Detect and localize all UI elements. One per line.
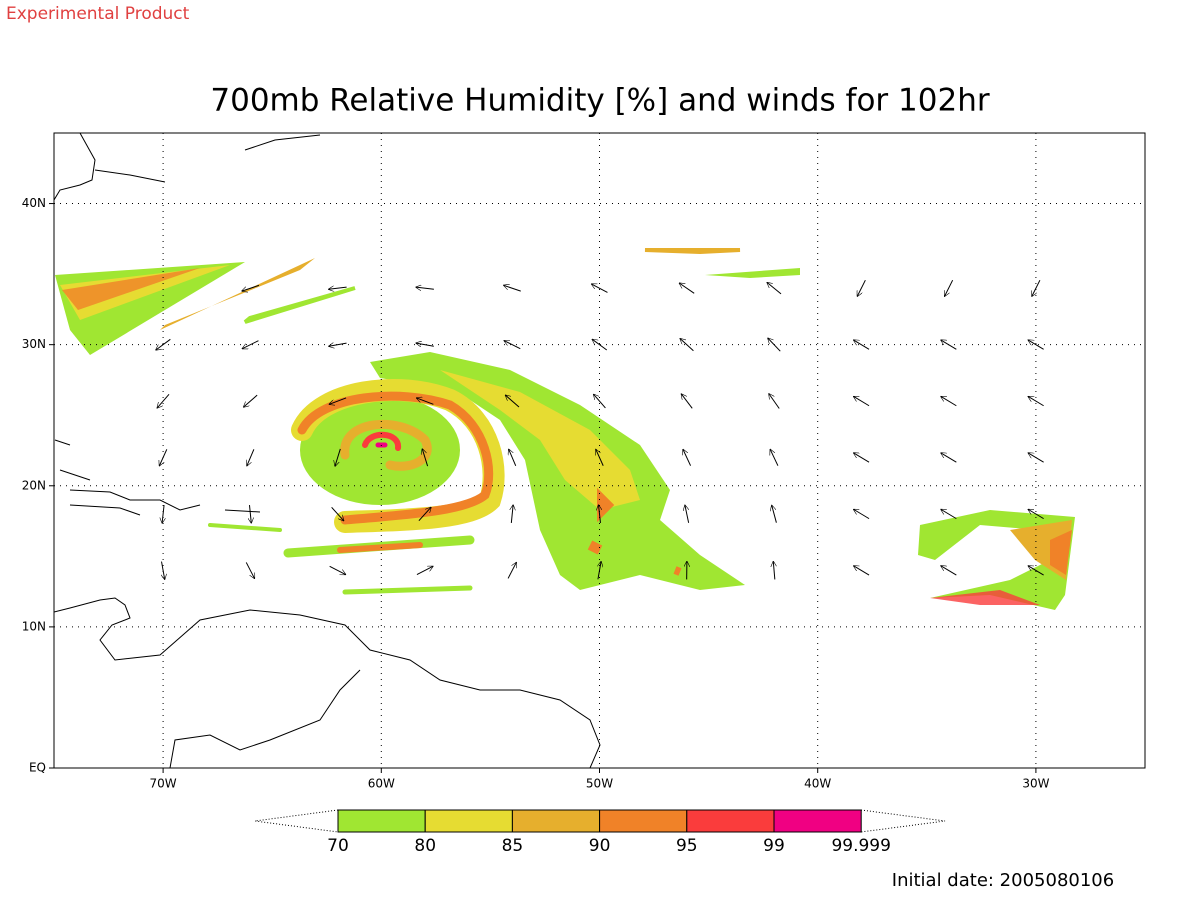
wind-arrow [683,449,692,466]
product-label: Experimental Product [6,4,190,24]
wind-arrow [769,394,780,409]
lon-label: 50W [586,777,613,791]
initial-date: Initial date: 2005080106 [892,870,1114,891]
lat-label: 20N [22,478,46,492]
wind-arrow [247,449,255,466]
wind-arrow [854,453,870,463]
wind-arrow [162,504,164,523]
wind-arrow [941,509,957,520]
wind-arrow [772,505,777,523]
wind-arrow [941,566,957,576]
wind-arrow [329,287,347,289]
wind-arrow [249,504,251,523]
wind-arrows [156,279,1044,580]
wind-arrow [162,561,165,580]
wind-arrow [941,396,957,407]
wind-arrow [331,506,344,520]
wind-arrow [329,343,347,346]
colorbar-swatch [424,809,513,833]
wind-arrow [1028,340,1044,350]
colorbar-label: 70 [327,836,349,856]
colorbar-swatch [337,809,426,833]
wind-arrow [592,339,608,351]
lat-label: 10N [22,619,46,633]
wind-arrow [594,394,606,409]
wind-arrow [242,284,260,291]
wind-arrow [156,338,171,350]
lon-label: 40W [804,777,831,791]
wind-arrow [941,453,957,463]
colorbar-label: 90 [589,836,611,856]
wind-arrow [504,285,521,292]
lat-label: 40N [22,196,46,210]
map-title: 700mb Relative Humidity [%] and winds fo… [210,83,989,119]
wind-arrow [329,397,347,404]
lat-label: 30N [22,337,46,351]
colorbar-label: 95 [676,836,698,856]
wind-arrow [857,279,866,296]
colorbar-swatch [773,809,862,833]
wind-arrow [854,396,870,407]
wind-arrow [418,507,431,522]
wind-arrow [592,284,608,293]
wind-arrow [422,449,429,467]
wind-arrow [854,566,870,576]
wind-arrow [773,561,775,580]
colorbar-label: 99.999 [831,836,890,856]
wind-arrow [335,448,341,466]
colorbar-extensions [254,809,946,833]
wind-arrow [504,341,521,350]
colorbar-label: 85 [502,836,524,856]
wind-arrow [770,449,779,466]
lon-label: 70W [150,777,177,791]
wind-arrow [679,283,695,294]
wind-arrow [854,509,870,520]
colorbar-swatch [599,809,688,833]
wind-arrow [505,395,520,408]
wind-arrow [1028,566,1044,576]
colorbar-label: 80 [414,836,436,856]
wind-arrow [509,449,517,467]
wind-arrow [245,562,254,578]
colorbar-swatch [686,809,775,833]
wind-arrow [1028,509,1044,520]
wind-arrow [511,505,513,524]
wind-arrow [945,279,954,296]
wind-arrow [242,340,259,349]
wind-arrow [417,398,434,405]
wind-arrow [329,565,346,574]
wind-arrow [1028,396,1044,407]
wind-arrow [157,393,170,408]
wind-arrow [599,505,601,524]
humidity-field [55,248,1075,610]
wind-arrow [681,394,693,409]
wind-arrow [1032,279,1041,296]
coastlines [54,133,601,768]
wind-arrow [685,505,690,523]
lat-label: EQ [29,761,46,775]
wind-arrow [598,562,601,580]
wind-arrow [507,562,516,579]
wind-arrow [416,287,434,289]
wind-arrow [854,340,870,350]
lon-label: 60W [368,777,395,791]
wind-arrow [416,566,433,576]
colorbar-label: 99 [763,836,785,856]
colorbar-swatch [511,809,601,833]
lon-label: 30W [1022,777,1049,791]
wind-arrow [416,343,434,346]
wind-arrow [767,283,782,295]
wind-arrow [244,394,258,407]
wind-arrow [680,339,694,352]
